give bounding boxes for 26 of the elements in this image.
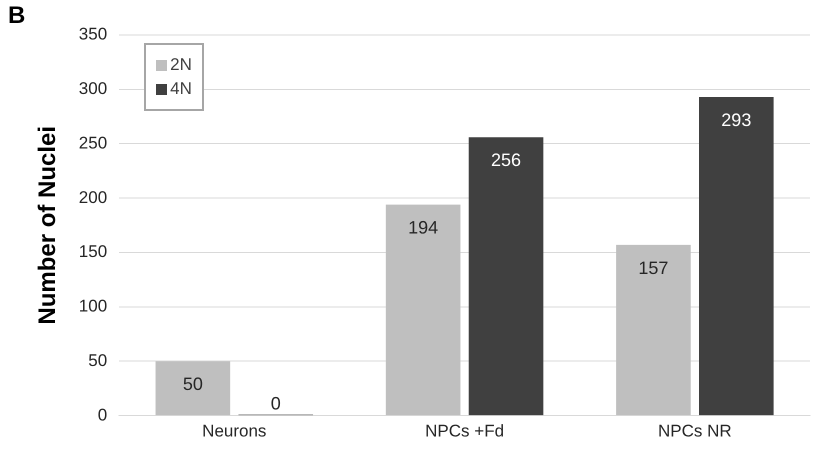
data-label: 256 — [491, 150, 522, 170]
data-label: 0 — [270, 394, 281, 414]
x-tick-label: NPCs +Fd — [425, 421, 504, 440]
bar — [156, 361, 230, 416]
y-tick-label: 100 — [78, 296, 108, 316]
legend-label: 4N — [170, 79, 192, 99]
y-tick-label: 0 — [98, 405, 108, 424]
data-label: 157 — [638, 258, 668, 278]
data-label: 194 — [408, 218, 438, 238]
y-tick-label: 150 — [78, 242, 108, 262]
bar — [699, 96, 774, 416]
y-tick-label: 300 — [78, 79, 108, 98]
x-tick-label: NPCs NR — [658, 421, 732, 440]
bar — [468, 137, 544, 416]
y-tick-label: 350 — [78, 24, 108, 44]
data-label: 293 — [721, 110, 752, 130]
y-tick-label: 50 — [88, 350, 108, 370]
x-tick-label: Neurons — [202, 421, 266, 440]
bar — [616, 244, 691, 416]
y-tick-label: 200 — [78, 188, 108, 207]
data-label: 50 — [182, 374, 203, 394]
y-tick-label: 250 — [78, 133, 108, 152]
text: B — [8, 2, 26, 30]
bar — [386, 204, 460, 416]
legend-label: 2N — [170, 55, 192, 75]
y-axis-title: Number of Nuclei — [34, 126, 62, 325]
